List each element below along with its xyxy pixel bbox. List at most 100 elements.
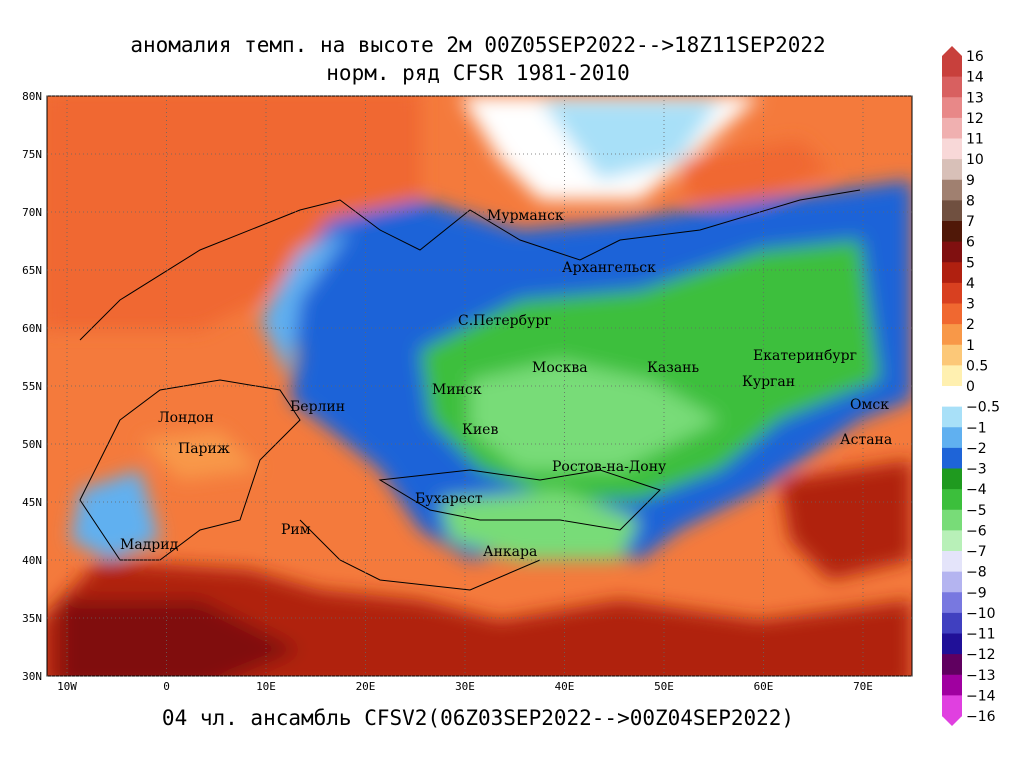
city: Омск (850, 397, 889, 413)
colorbar-label: 3 (966, 297, 975, 313)
city: Бухарест (415, 491, 483, 507)
city: Минск (432, 382, 482, 398)
lat-label: 65N (22, 264, 42, 277)
colorbar-swatch (942, 612, 962, 634)
city: Казань (647, 360, 699, 376)
colorbar-label: −0.5 (966, 400, 1000, 416)
colorbar-label: 5 (966, 255, 975, 271)
city: С.Петербург (458, 313, 552, 329)
city: Ростов-на-Дону (552, 459, 667, 475)
colorbar-label: 14 (966, 70, 984, 86)
subtitle: норм. ряд CFSR 1981-2010 (326, 61, 629, 85)
colorbar-label: 2 (966, 317, 975, 333)
colorbar-swatch (942, 551, 962, 573)
colorbar-label: −12 (966, 647, 996, 663)
colorbar-swatch (942, 200, 962, 222)
colorbar-label: −4 (966, 482, 987, 498)
colorbar-label: 10 (966, 152, 984, 168)
colorbar-swatch (942, 97, 962, 119)
graticule: 80N 75N 70N 65N 60N 55N 50N 45N 40N 35N 30N 10W 0 10E… (22, 90, 912, 693)
colorbar-label: −8 (966, 565, 987, 581)
colorbar-label: −9 (966, 585, 987, 601)
city: Курган (742, 374, 795, 390)
colorbar-swatch (942, 489, 962, 511)
colorbar-swatch (942, 654, 962, 676)
city: Рим (281, 522, 311, 538)
colorbar-swatch (942, 695, 962, 717)
colorbar-swatch (942, 221, 962, 243)
city: Анкара (483, 544, 537, 560)
colorbar-label: −7 (966, 544, 987, 560)
colorbar-label: −10 (966, 606, 996, 622)
colorbar-swatch (942, 592, 962, 614)
city: Екатеринбург (753, 348, 857, 364)
colorbar-arrow (942, 716, 962, 726)
lon-label: 0 (163, 680, 170, 693)
colorbar-swatch (942, 571, 962, 593)
colorbar-label: 11 (966, 132, 984, 148)
lat-label: 30N (22, 670, 42, 683)
lat-label: 55N (22, 380, 42, 393)
lon-label: 50E (654, 680, 674, 693)
colorbar-swatch (942, 674, 962, 696)
colorbar-label: 0.5 (966, 358, 988, 374)
lat-label: 50N (22, 438, 42, 451)
lat-label: 45N (22, 496, 42, 509)
lon-label: 10W (57, 680, 77, 693)
colorbar-label: 12 (966, 111, 984, 127)
colorbar-swatch (942, 324, 962, 346)
city: Париж (178, 441, 230, 457)
colorbar-label: 6 (966, 235, 975, 251)
colorbar-swatch (942, 468, 962, 490)
colorbar-swatch (942, 56, 962, 78)
colorbar-label: 0 (966, 379, 975, 395)
city: Мурманск (487, 208, 564, 224)
lat-label: 70N (22, 206, 42, 219)
colorbar: 16 14 13 12 11 10 9 8 7 6 5 4 3 2 1 0.5 0 −0.5 −1 −2 −3 −4 −5 −… (942, 46, 1000, 726)
city: Киев (462, 422, 498, 438)
colorbar-swatch (942, 386, 962, 408)
colorbar-label: −2 (966, 441, 987, 457)
lat-label: 80N (22, 90, 42, 103)
city: Архангельск (562, 260, 656, 276)
cities: Мурманск Архангельск С.Петербург Москва … (120, 208, 892, 560)
colorbar-label: −1 (966, 420, 987, 436)
colorbar-label: −5 (966, 503, 987, 519)
city: Лондон (158, 410, 214, 426)
city: Астана (840, 432, 892, 448)
lon-label: 40E (555, 680, 575, 693)
footer: 04 чл. ансамбль CFSV2(06Z03SEP2022-->00Z… (162, 706, 794, 730)
lon-label: 60E (754, 680, 774, 693)
lon-label: 70E (853, 680, 873, 693)
colorbar-label: 13 (966, 90, 984, 106)
lon-label: 10E (256, 680, 276, 693)
lat-label: 75N (22, 148, 42, 161)
colorbar-label: 9 (966, 173, 975, 189)
colorbar-swatch (942, 241, 962, 263)
lon-label: 30E (455, 680, 475, 693)
colorbar-swatch (942, 447, 962, 469)
colorbar-swatch (942, 138, 962, 160)
colorbar-label: 16 (966, 49, 984, 65)
lat-label: 40N (22, 554, 42, 567)
colorbar-label: −16 (966, 709, 996, 725)
city: Мадрид (120, 537, 179, 553)
colorbar-swatch (942, 406, 962, 428)
colorbar-swatch (942, 344, 962, 366)
colorbar-swatch (942, 509, 962, 531)
colorbar-label: −3 (966, 462, 987, 478)
colorbar-label: 7 (966, 214, 975, 230)
colorbar-label: −14 (966, 688, 996, 704)
colorbar-swatch (942, 365, 962, 387)
city: Берлин (290, 399, 345, 415)
colorbar-swatch (942, 427, 962, 449)
colorbar-swatch (942, 282, 962, 304)
colorbar-swatch (942, 530, 962, 552)
colorbar-label: −13 (966, 668, 996, 684)
title: аномалия темп. на высоте 2м 00Z05SEP2022… (130, 33, 825, 57)
colorbar-swatch (942, 179, 962, 201)
lon-label: 20E (356, 680, 376, 693)
colorbar-label: 4 (966, 276, 975, 292)
colorbar-label: 8 (966, 193, 975, 209)
